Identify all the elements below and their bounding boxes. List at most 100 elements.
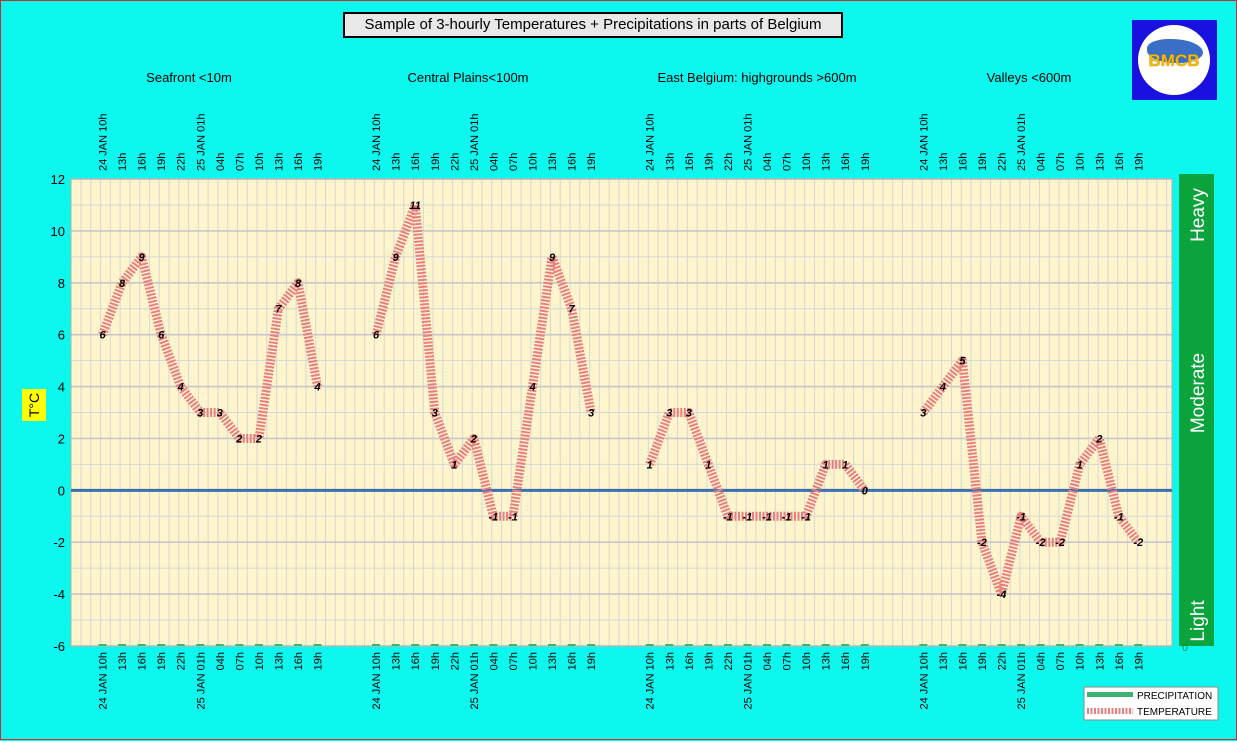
precipitation-bar (860, 644, 869, 646)
precipitation-bar (372, 644, 381, 646)
x-tick-label-bottom: 22h (723, 652, 735, 670)
x-tick-label-bottom: 19h (1133, 652, 1145, 670)
x-tick-label-bottom: 10h (528, 652, 540, 670)
precipitation-bar (782, 644, 791, 646)
temperature-data-label: 0 (862, 485, 869, 497)
temperature-data-label: -1 (1114, 511, 1124, 523)
x-tick-label-bottom: 16h (137, 652, 149, 670)
precipitation-bar (841, 644, 850, 646)
x-tick-label-bottom: 22h (449, 652, 461, 670)
precipitation-bar (977, 644, 986, 646)
precipitation-bar (1134, 644, 1143, 646)
x-tick-label-bottom: 16h (410, 652, 422, 670)
temperature-data-label: 8 (119, 278, 126, 290)
precipitation-bar (1095, 644, 1104, 646)
x-tick-label-top: 07h (508, 153, 520, 171)
temperature-data-label: 3 (686, 408, 692, 420)
temperature-data-label: 3 (588, 408, 594, 420)
x-tick-label-top: 04h (215, 153, 227, 171)
temperature-data-label: 7 (275, 304, 282, 316)
temperature-data-label: 6 (373, 330, 380, 342)
temperature-data-label: 9 (549, 252, 556, 264)
x-tick-label-top: 04h (488, 153, 500, 171)
temperature-data-label: 8 (295, 278, 302, 290)
x-tick-label-top: 07h (782, 153, 794, 171)
temperature-data-label: 7 (569, 304, 576, 316)
y-axis-label-box (22, 389, 46, 421)
belgium-map-icon (1147, 39, 1203, 63)
x-tick-label-bottom: 10h (1075, 652, 1087, 670)
temperature-data-label: -1 (723, 511, 733, 523)
x-tick-label-bottom: 25 JAN 01h (742, 652, 754, 709)
legend-precipitation-label: PRECIPITATION (1137, 691, 1212, 702)
x-tick-label-top: 16h (567, 153, 579, 171)
x-tick-label-top: 04h (762, 153, 774, 171)
x-tick-label-top: 24 JAN 10h (371, 114, 383, 171)
y-tick-label: -4 (53, 587, 65, 602)
precipitation-bar (313, 644, 322, 646)
group-label: Seafront <10m (146, 70, 232, 85)
x-tick-label-top: 10h (528, 153, 540, 171)
temperature-data-label: -4 (997, 589, 1007, 601)
temperature-data-label: -1 (508, 511, 518, 523)
x-tick-label-bottom: 16h (1114, 652, 1126, 670)
x-tick-label-bottom: 24 JAN 10h (371, 652, 383, 709)
x-tick-label-top: 16h (1114, 153, 1126, 171)
x-tick-label-bottom: 07h (508, 652, 520, 670)
intensity-label: Heavy (1188, 188, 1209, 242)
x-tick-label-top: 19h (313, 153, 325, 171)
x-tick-label-bottom: 22h (176, 652, 188, 670)
temperature-data-label: -2 (1036, 537, 1046, 549)
temperature-data-label: 3 (197, 408, 203, 420)
x-tick-label-bottom: 19h (977, 652, 989, 670)
x-tick-label-top: 19h (430, 153, 442, 171)
x-tick-label-bottom: 13h (391, 652, 403, 670)
x-tick-label-bottom: 13h (117, 652, 129, 670)
x-tick-label-top: 19h (1133, 153, 1145, 171)
x-tick-label-top: 07h (234, 153, 246, 171)
precipitation-bar (235, 644, 244, 646)
precipitation-bar (137, 644, 146, 646)
x-tick-label-top: 16h (684, 153, 696, 171)
precipitation-bar (430, 644, 439, 646)
temperature-data-label: 4 (177, 382, 184, 394)
x-tick-label-top: 24 JAN 10h (645, 114, 657, 171)
temperature-series-line (919, 356, 1142, 599)
temperature-data-label: 6 (99, 330, 106, 342)
x-tick-label-top: 13h (391, 153, 403, 171)
precipitation-bar (274, 644, 283, 646)
x-tick-label-bottom: 13h (664, 652, 676, 670)
temperature-data-label: 9 (139, 252, 146, 264)
x-tick-label-top: 22h (997, 153, 1009, 171)
temperature-data-label: 1 (842, 459, 848, 471)
x-tick-label-top: 22h (176, 153, 188, 171)
x-tick-label-bottom: 16h (684, 652, 696, 670)
precipitation-bar (98, 644, 107, 646)
x-tick-label-bottom: 10h (254, 652, 266, 670)
x-tick-label-top: 04h (1036, 153, 1048, 171)
x-tick-label-bottom: 22h (997, 652, 1009, 670)
precipitation-bar (938, 644, 947, 646)
x-tick-label-top: 13h (117, 153, 129, 171)
x-tick-label-top: 16h (840, 153, 852, 171)
x-tick-label-top: 10h (1075, 153, 1087, 171)
x-tick-label-top: 10h (254, 153, 266, 171)
x-tick-label-top: 22h (449, 153, 461, 171)
x-tick-label-bottom: 07h (1055, 652, 1067, 670)
temperature-data-label: -2 (1055, 537, 1065, 549)
temperature-data-label: -1 (1016, 511, 1026, 523)
precipitation-bar (508, 644, 517, 646)
x-tick-label-top: 25 JAN 01h (1016, 114, 1028, 171)
precipitation-bar (665, 644, 674, 646)
y-tick-label: 2 (58, 431, 65, 446)
temperature-data-label: 1 (647, 459, 653, 471)
y-axis-label: T°C (26, 393, 42, 417)
temperature-series-line (98, 252, 322, 443)
precipitation-bar (802, 644, 811, 646)
temperature-data-label: 2 (255, 433, 262, 445)
temperature-data-label: 11 (409, 200, 420, 212)
temperature-data-label: 9 (393, 252, 400, 264)
x-tick-label-bottom: 13h (273, 652, 285, 670)
temperature-data-label: -1 (801, 511, 811, 523)
